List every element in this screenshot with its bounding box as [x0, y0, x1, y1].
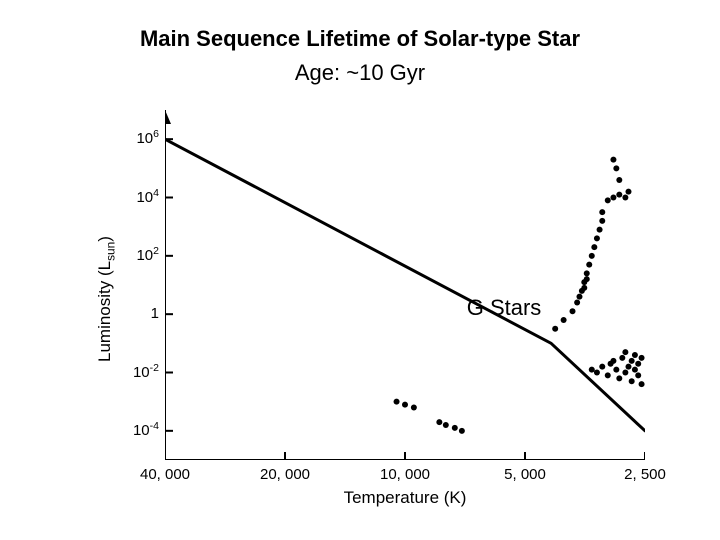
y-tick-label: 10-2: [133, 364, 159, 381]
x-axis-label: Temperature (K): [344, 488, 467, 508]
annotation: G Stars: [467, 295, 542, 321]
x-tick-label: 10, 000: [380, 466, 430, 483]
y-tick-label: 1: [151, 305, 159, 322]
x-tick-label: 5, 000: [504, 466, 546, 483]
x-tick-label: 40, 000: [140, 466, 190, 483]
y-tick-label: 106: [136, 130, 159, 147]
y-tick-label: 104: [136, 189, 159, 206]
figure: Main Sequence Lifetime of Solar-type Sta…: [0, 0, 720, 540]
x-tick-label: 2, 500: [624, 466, 666, 483]
plot-area: [165, 110, 645, 460]
chart-subtitle: Age: ~10 Gyr: [0, 60, 720, 86]
chart-title: Main Sequence Lifetime of Solar-type Sta…: [0, 26, 720, 52]
y-tick-label: 10-4: [133, 422, 159, 439]
plot-svg: [165, 110, 645, 460]
x-tick-label: 20, 000: [260, 466, 310, 483]
y-axis-label: Luminosity (Lsun): [95, 236, 115, 362]
y-tick-label: 102: [136, 247, 159, 264]
